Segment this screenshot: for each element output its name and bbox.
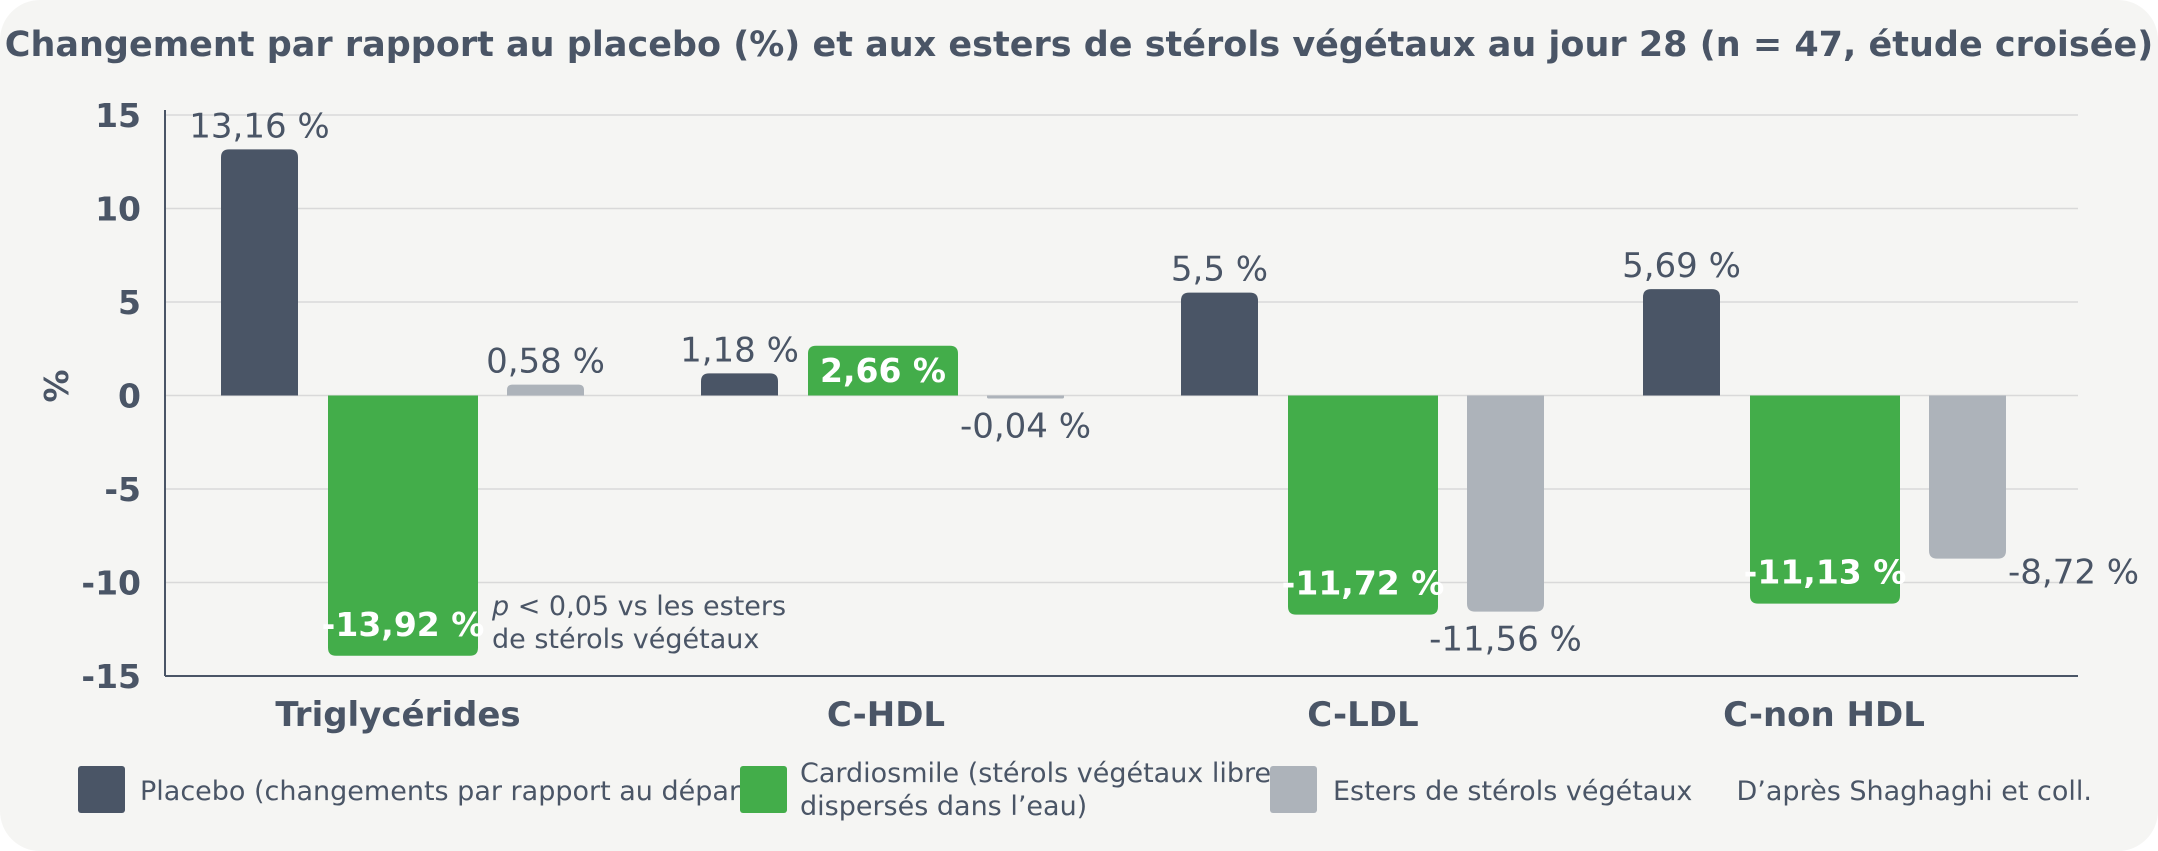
y-axis-ticks: 15 10 5 0 -5 -10 -15 — [81, 96, 141, 696]
legend-label-esters: Esters de stérols végétaux — [1333, 776, 1692, 807]
y-tick-label: -15 — [81, 657, 141, 696]
significance-note: p < 0,05 vs les esters de stérols végéta… — [491, 591, 786, 655]
data-label: 5,5 % — [1171, 250, 1268, 290]
legend: Placebo (changements par rapport au dépa… — [78, 758, 1692, 822]
data-label: -11,72 % — [1282, 564, 1445, 603]
legend-swatch-placebo — [78, 766, 125, 813]
data-label: 0,58 % — [486, 342, 605, 382]
legend-swatch-esters — [1270, 766, 1317, 813]
y-tick-label: -5 — [104, 470, 141, 509]
bar-c-hdl-series-1 — [701, 373, 778, 396]
y-tick-label: 0 — [118, 377, 141, 416]
x-axis-categories: Triglycérides C-HDL C-LDL C-non HDL — [275, 695, 1925, 735]
y-tick-label: 15 — [95, 96, 141, 135]
legend-label-placebo: Placebo (changements par rapport au dépa… — [140, 776, 761, 807]
y-tick-label: -10 — [81, 564, 141, 603]
data-label: -11,13 % — [1744, 553, 1907, 592]
bar-c-non-hdl-series-2 — [1750, 395, 1900, 604]
data-label: 1,18 % — [680, 330, 799, 370]
y-axis-label: % — [37, 369, 76, 402]
bar-c-ldl-series-2 — [1288, 395, 1438, 615]
legend-swatch-cardiosmile — [740, 766, 787, 813]
bar-c-ldl-series-1 — [1181, 292, 1258, 396]
bar-c-non-hdl-series-1 — [1643, 289, 1720, 396]
y-tick-label: 5 — [118, 283, 141, 322]
x-category-label: C-LDL — [1307, 695, 1418, 735]
bar-c-ldl-series-3 — [1467, 395, 1544, 612]
y-tick-label: 10 — [95, 190, 141, 229]
gridlines — [165, 114, 2078, 584]
data-label: 2,66 % — [820, 351, 946, 390]
data-label: 13,16 % — [189, 106, 329, 146]
bar-triglycerides-series-1 — [221, 149, 298, 396]
significance-text: < 0,05 vs les esters — [509, 591, 786, 622]
data-label: -11,56 % — [1429, 620, 1582, 660]
bar-c-non-hdl-series-3 — [1929, 395, 2006, 559]
data-label: -8,72 % — [2008, 553, 2139, 593]
x-category-label: C-HDL — [827, 695, 945, 735]
bar-triglycerides-series-2 — [328, 395, 478, 656]
svg-text:p < 0,05 vs les esters: p < 0,05 vs les esters — [491, 591, 786, 622]
bars — [221, 149, 2006, 656]
data-labels: 13,16 % -13,92 % 0,58 % 1,18 % 2,66 % -0,04 %… — [189, 106, 2139, 659]
chart-title: Changement par rapport au placebo (%) et… — [5, 25, 2153, 65]
data-label: -13,92 % — [322, 605, 485, 644]
data-label: 5,69 % — [1622, 246, 1741, 286]
legend-label-cardiosmile-line2: dispersés dans l’eau) — [800, 791, 1087, 822]
source-credit: D’après Shaghaghi et coll. — [1737, 776, 2092, 807]
significance-text-line2: de stérols végétaux — [492, 624, 759, 655]
legend-label-cardiosmile-line1: Cardiosmile (stérols végétaux libres — [800, 758, 1285, 789]
bar-c-hdl-series-2 — [808, 345, 958, 396]
x-category-label: Triglycérides — [275, 695, 520, 735]
bar-triglycerides-series-3 — [507, 384, 584, 396]
data-label: -0,04 % — [960, 407, 1091, 447]
significance-symbol: p — [491, 591, 509, 622]
bar-c-hdl-series-3 — [987, 395, 1064, 399]
x-category-label: C-non HDL — [1723, 695, 1925, 735]
